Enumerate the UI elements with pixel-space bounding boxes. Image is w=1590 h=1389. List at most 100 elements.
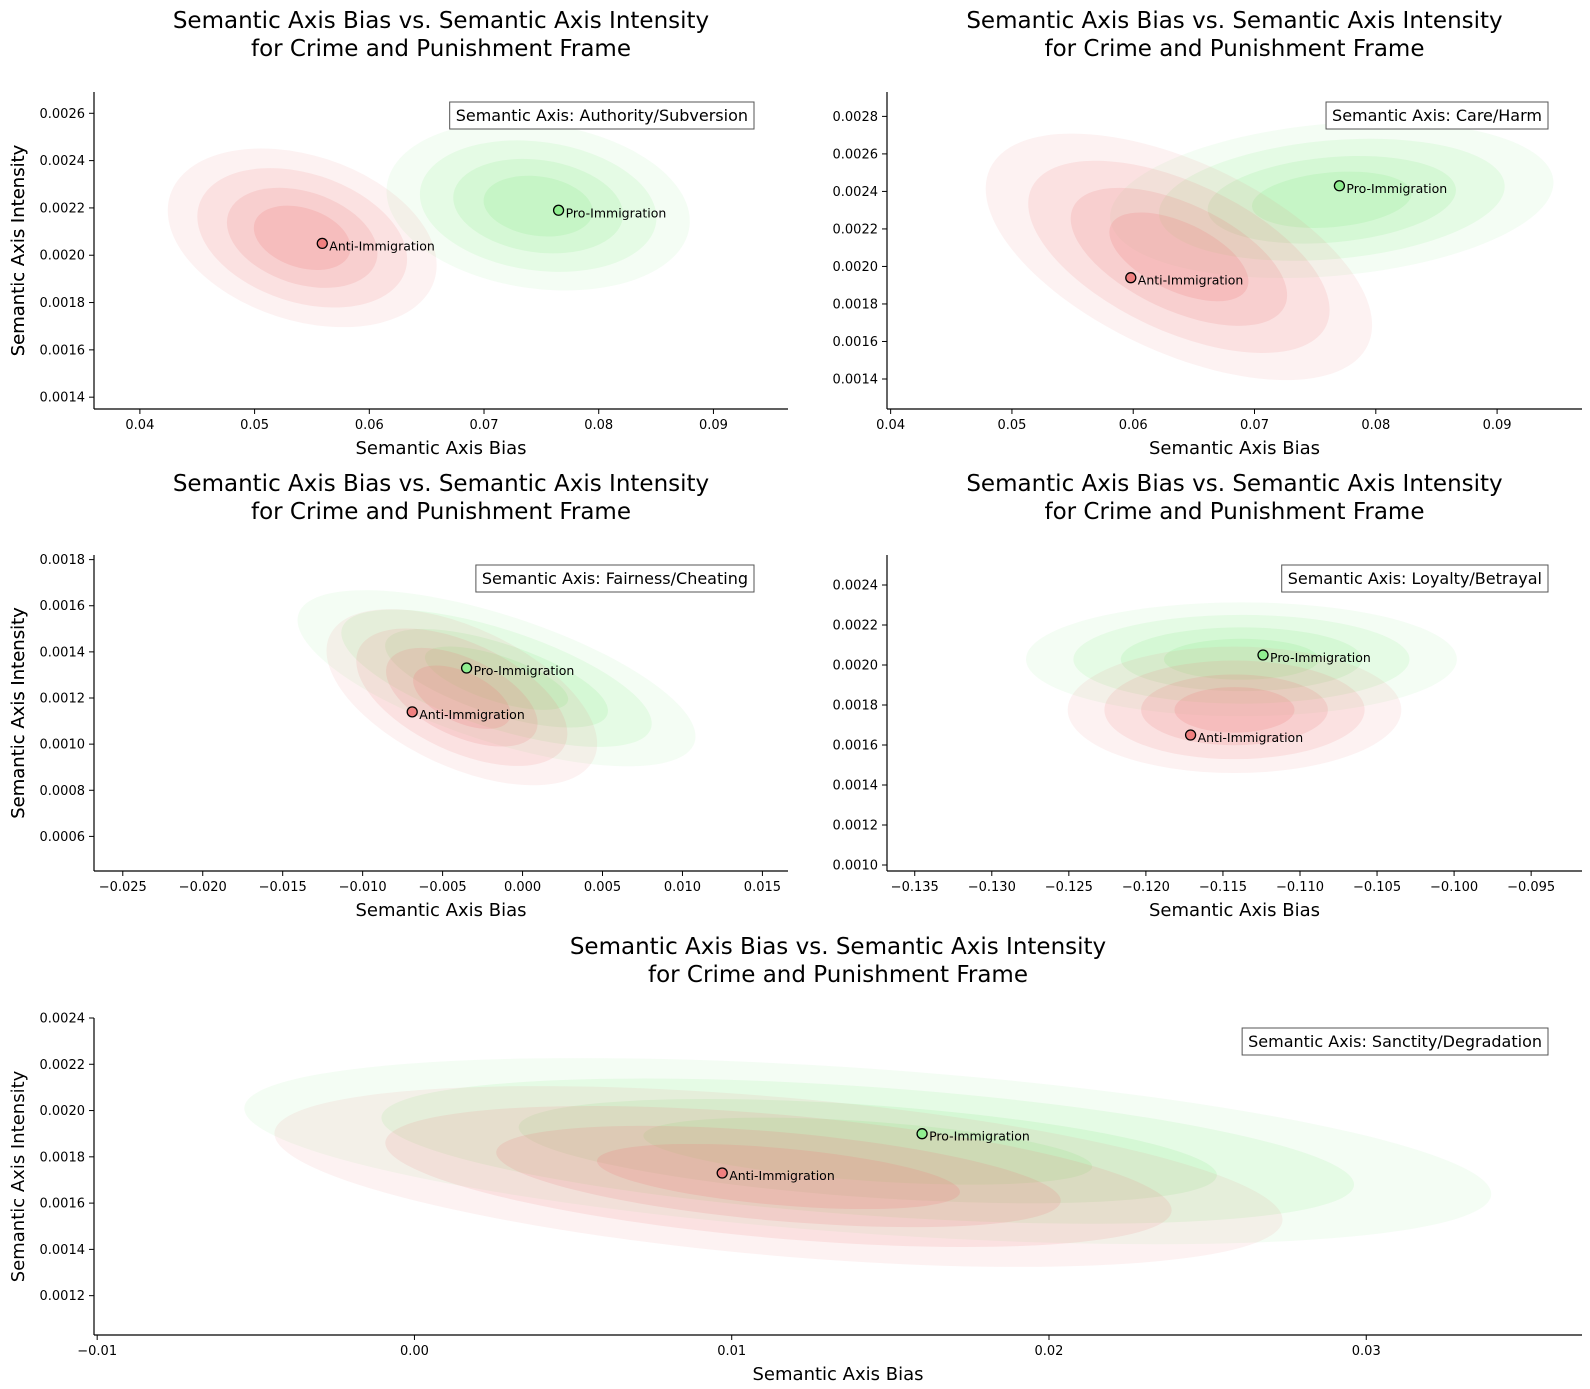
anti-density-level: [985, 133, 1373, 381]
y-tick-label: 0.0022: [40, 1058, 86, 1073]
x-axis-label: Semantic Axis Bias: [356, 438, 527, 459]
x-axis-label: Semantic Axis Bias: [356, 900, 527, 921]
pro-density-level: [453, 158, 624, 254]
x-tick-label: −0.020: [179, 880, 227, 895]
x-tick-label: 0.08: [1361, 418, 1390, 433]
anti-immigration-point: [406, 706, 418, 718]
pro-density-region: [386, 121, 690, 291]
x-tick-label: 0.04: [876, 418, 905, 433]
y-tick-label: 0.0024: [40, 154, 86, 169]
pro-density-level: [1252, 171, 1412, 228]
x-axis-label: Semantic Axis Bias: [1149, 900, 1320, 921]
pro-density-level: [643, 1117, 1093, 1185]
y-axis-label: Semantic Axis Intensity: [8, 607, 29, 819]
x-tick-label: −0.110: [1276, 880, 1324, 895]
y-tick-label: 0.0014: [833, 372, 879, 387]
axis-annotation-box: [1325, 101, 1549, 130]
y-tick-label: 0.0020: [833, 260, 879, 275]
pro-density-level: [385, 628, 608, 728]
axis-annotation-label: Semantic Axis: Care/Harm: [1332, 106, 1542, 125]
anti-density-region: [326, 609, 598, 786]
pro-density-level: [297, 590, 696, 767]
x-tick-label: 0.015: [744, 880, 781, 895]
x-tick-label: 0.04: [125, 418, 154, 433]
anti-immigration-point: [716, 1167, 728, 1179]
y-axis-label: Semantic Axis Intensity: [8, 607, 29, 819]
x-tick-label: 0.00: [400, 1344, 429, 1359]
anti-immigration-point: [1125, 272, 1137, 284]
chart-title-line-2: for Crime and Punishment Frame: [1045, 36, 1425, 62]
chart-title-line-1: Semantic Axis Bias vs. Semantic Axis Int…: [570, 934, 1106, 960]
x-tick-label: 0.07: [470, 418, 499, 433]
y-tick-label: 0.0024: [40, 1012, 86, 1027]
y-tick-label: 0.0018: [833, 699, 879, 714]
pro-density-level: [1207, 155, 1456, 244]
x-tick-label: −0.125: [1045, 880, 1093, 895]
y-tick-label: 0.0016: [40, 343, 86, 358]
pro-density-region: [1110, 121, 1554, 279]
y-tick-label: 0.0026: [40, 107, 86, 122]
anti-density-level: [386, 647, 538, 747]
x-tick-label: 0.05: [240, 418, 269, 433]
x-tick-label: −0.130: [968, 880, 1016, 895]
pro-immigration-label: Pro-Immigration: [474, 663, 575, 678]
y-tick-label: 0.0018: [833, 297, 879, 312]
x-tick-label: −0.135: [891, 880, 939, 895]
anti-density-region: [274, 1086, 1283, 1267]
pro-density-level: [483, 175, 593, 237]
pro-density-level: [1120, 627, 1363, 692]
x-tick-label: 0.06: [1119, 418, 1148, 433]
x-tick-label: 0.010: [664, 880, 701, 895]
x-tick-label: 0.05: [997, 418, 1026, 433]
y-tick-label: 0.0024: [833, 579, 879, 594]
y-tick-label: 0.0020: [40, 1104, 86, 1119]
pro-immigration-point: [916, 1128, 928, 1140]
x-tick-label: −0.005: [419, 880, 467, 895]
x-tick-label: 0.09: [1483, 418, 1512, 433]
pro-density-region: [297, 590, 696, 767]
axis-annotation-box: [475, 564, 755, 593]
anti-density-region: [985, 133, 1373, 381]
x-tick-label: 0.09: [699, 418, 728, 433]
anti-density-level: [356, 628, 568, 766]
y-tick-label: 0.0010: [833, 859, 879, 874]
subplot-3: Semantic Axis Bias vs. Semantic Axis Int…: [8, 471, 788, 921]
anti-density-level: [1174, 687, 1295, 733]
y-tick-label: 0.0018: [40, 553, 86, 568]
chart-title-line-2: for Crime and Punishment Frame: [251, 499, 631, 525]
y-tick-label: 0.0014: [40, 645, 86, 660]
chart-title-line-2: for Crime and Punishment Frame: [648, 962, 1028, 988]
pro-density-level: [341, 609, 652, 747]
y-tick-label: 0.0016: [40, 1197, 86, 1212]
pro-immigration-point: [1257, 649, 1269, 661]
y-tick-label: 0.0022: [40, 201, 86, 216]
pro-density-level: [1073, 614, 1410, 704]
anti-density-region: [1067, 646, 1402, 774]
subplot-5: Semantic Axis Bias vs. Semantic Axis Int…: [8, 934, 1582, 1385]
pro-density-level: [1158, 138, 1505, 261]
x-axis-label: Semantic Axis Bias: [1149, 438, 1320, 459]
y-tick-label: 0.0022: [833, 222, 879, 237]
x-tick-label: −0.100: [1430, 880, 1478, 895]
x-tick-label: −0.120: [1122, 880, 1170, 895]
anti-density-level: [1070, 187, 1288, 326]
pro-immigration-label: Pro-Immigration: [566, 205, 667, 220]
y-tick-label: 0.0012: [833, 819, 879, 834]
anti-density-level: [197, 168, 408, 308]
chart-title-line-1: Semantic Axis Bias vs. Semantic Axis Int…: [966, 8, 1502, 34]
y-tick-label: 0.0024: [833, 185, 879, 200]
x-tick-label: −0.015: [259, 880, 307, 895]
x-tick-label: −0.095: [1507, 880, 1555, 895]
pro-density-level: [381, 1078, 1355, 1224]
y-tick-label: 0.0026: [833, 147, 879, 162]
subplot-4: Semantic Axis Bias vs. Semantic Axis Int…: [8, 471, 1582, 921]
anti-immigration-label: Anti-Immigration: [419, 707, 525, 722]
y-tick-label: 0.0010: [40, 738, 86, 753]
anti-density-level: [413, 665, 511, 729]
axis-annotation-box: [449, 101, 755, 130]
x-tick-label: 0.06: [355, 418, 384, 433]
anti-immigration-label: Anti-Immigration: [1138, 273, 1244, 288]
anti-density-level: [1028, 160, 1330, 353]
x-tick-label: 0.02: [1035, 1344, 1064, 1359]
